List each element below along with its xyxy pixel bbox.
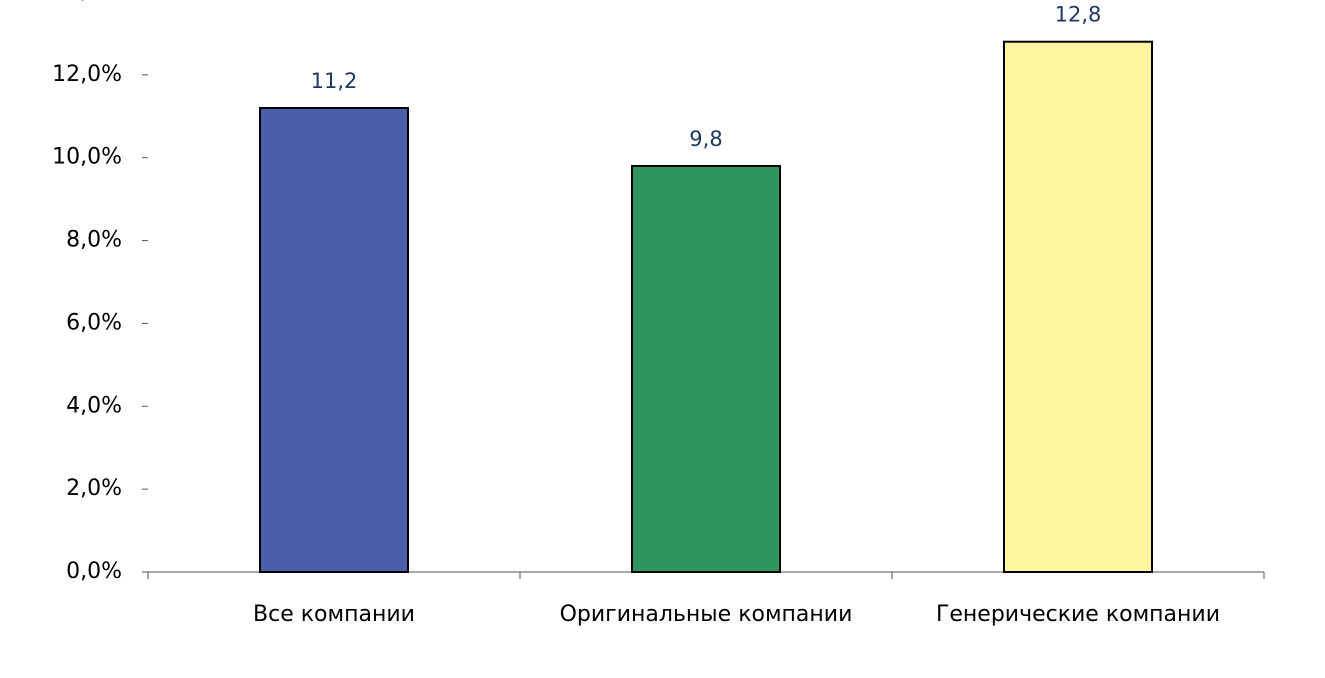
bar [1003, 40, 1153, 573]
bar [259, 107, 409, 573]
y-tick-label: 12,0% [52, 62, 122, 87]
y-tick-label: 4,0% [66, 393, 122, 418]
y-tick-label: 8,0% [66, 228, 122, 253]
value-label: 9,8 [689, 127, 722, 151]
bar [631, 165, 781, 573]
y-tick-label: 6,0% [66, 310, 122, 335]
x-tick-label: Генерические компании [936, 602, 1220, 627]
value-label: 12,8 [1055, 3, 1102, 27]
y-tick-label: 2,0% [66, 476, 122, 501]
value-label: 11,2 [311, 69, 358, 93]
x-tick-label: Все компании [253, 602, 415, 627]
y-tick-label: 10,0% [52, 145, 122, 170]
x-tick-label: Оригинальные компании [560, 602, 853, 627]
y-tick-label: 14,0% [52, 0, 122, 4]
y-tick-label: 0,0% [66, 559, 122, 584]
